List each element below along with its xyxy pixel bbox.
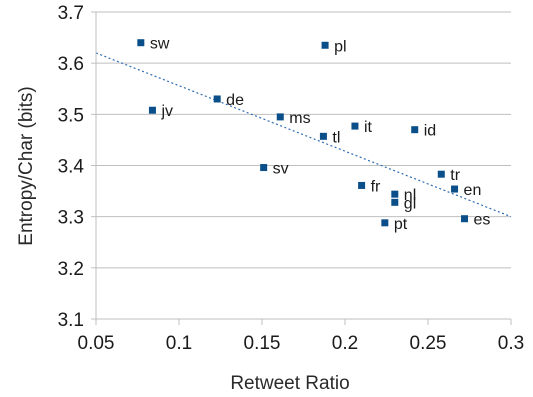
point-label-id: id	[424, 123, 436, 140]
y-axis-title: Entropy/Char (bits)	[16, 86, 37, 245]
y-tick-label: 3.4	[58, 157, 85, 178]
point-marker-pt	[381, 219, 389, 227]
point-marker-pl	[321, 41, 329, 49]
point-marker-sw	[137, 39, 145, 47]
point-label-sv: sv	[273, 161, 289, 178]
point-label-nl: nl	[404, 187, 416, 204]
axes	[91, 11, 512, 325]
point-label-fr: fr	[371, 178, 381, 195]
trendline	[95, 52, 512, 218]
x-tick-labels: 0.05 0.1 0.15 0.2 0.25 0.3	[78, 333, 525, 354]
point-label-ms: ms	[289, 110, 310, 127]
point-marker-tr	[437, 170, 445, 178]
point-label-jv: jv	[160, 103, 173, 120]
x-tick-label: 0.2	[332, 333, 358, 354]
y-tick-label: 3.6	[58, 54, 84, 75]
point-label-de: de	[226, 92, 244, 109]
point-marker-ms	[276, 113, 284, 121]
point-marker-gl	[391, 198, 399, 206]
point-label-en: en	[464, 182, 482, 199]
y-tick-label: 3.3	[58, 208, 84, 229]
point-marker-id	[411, 126, 419, 134]
point-label-pt: pt	[394, 216, 408, 233]
y-tick-label: 3.2	[58, 259, 84, 280]
trendline-layer	[95, 52, 512, 218]
y-tick-label: 3.7	[58, 3, 84, 24]
point-label-sw: sw	[150, 36, 170, 53]
x-tick-label: 0.3	[498, 333, 524, 354]
point-label-gl: gl	[404, 195, 416, 212]
x-axis-title: Retweet Ratio	[230, 373, 349, 394]
point-label-es: es	[474, 212, 491, 229]
point-label-tr: tr	[450, 167, 460, 184]
gridlines	[96, 11, 511, 320]
point-marker-jv	[148, 106, 156, 114]
point-label-tl: tl	[332, 129, 340, 146]
point-marker-es	[461, 215, 469, 223]
point-marker-sv	[260, 164, 268, 172]
y-tick-label: 3.1	[58, 310, 84, 331]
x-tick-label: 0.25	[410, 333, 447, 354]
x-tick-label: 0.05	[78, 333, 115, 354]
point-label-pl: pl	[334, 38, 346, 55]
point-marker-tl	[319, 132, 327, 140]
point-marker-de	[213, 95, 221, 103]
point-marker-fr	[358, 181, 366, 189]
point-marker-nl	[391, 190, 399, 198]
y-tick-label: 3.5	[58, 105, 84, 126]
y-tick-labels: 3.1 3.2 3.3 3.4 3.5 3.6 3.7	[58, 3, 85, 331]
x-tick-label: 0.15	[244, 333, 281, 354]
point-marker-en	[451, 185, 459, 193]
point-label-it: it	[364, 119, 373, 136]
point-marker-it	[351, 122, 359, 130]
x-tick-label: 0.1	[166, 333, 192, 354]
